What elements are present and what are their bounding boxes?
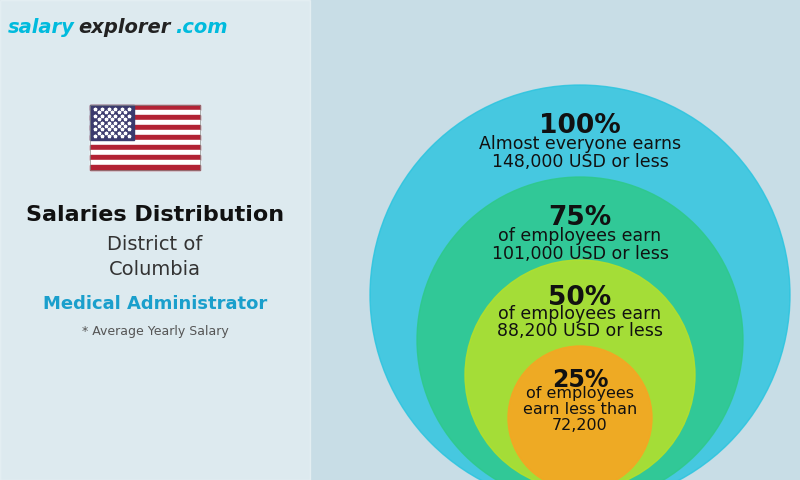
Text: Almost everyone earns: Almost everyone earns: [479, 135, 681, 153]
Text: 101,000 USD or less: 101,000 USD or less: [491, 245, 669, 263]
Bar: [90, 165, 200, 170]
Text: Salaries Distribution: Salaries Distribution: [26, 205, 284, 225]
Bar: [90, 105, 134, 140]
Text: earn less than: earn less than: [523, 402, 637, 417]
Bar: [90, 115, 200, 120]
Circle shape: [370, 85, 790, 480]
Text: of employees earn: of employees earn: [498, 305, 662, 323]
Bar: [90, 125, 200, 130]
Bar: [90, 105, 200, 110]
Bar: [90, 160, 200, 165]
Bar: [90, 135, 200, 140]
Bar: [90, 140, 200, 145]
Text: Medical Administrator: Medical Administrator: [43, 295, 267, 313]
Text: 50%: 50%: [548, 285, 612, 311]
Bar: [90, 105, 200, 170]
Bar: [0, 0, 310, 480]
Circle shape: [508, 346, 652, 480]
Text: of employees: of employees: [526, 386, 634, 401]
Circle shape: [417, 177, 743, 480]
Text: 88,200 USD or less: 88,200 USD or less: [497, 322, 663, 340]
Text: explorer: explorer: [78, 18, 170, 37]
Bar: [90, 130, 200, 135]
Bar: [90, 145, 200, 150]
Text: .com: .com: [175, 18, 228, 37]
Text: 72,200: 72,200: [552, 418, 608, 433]
Text: * Average Yearly Salary: * Average Yearly Salary: [82, 325, 228, 338]
Circle shape: [465, 260, 695, 480]
Text: 75%: 75%: [548, 205, 612, 231]
Text: District of
Columbia: District of Columbia: [107, 235, 202, 279]
Bar: [90, 150, 200, 155]
Bar: [90, 155, 200, 160]
Text: 25%: 25%: [552, 368, 608, 392]
Text: 148,000 USD or less: 148,000 USD or less: [491, 153, 669, 171]
Text: salary: salary: [8, 18, 75, 37]
Bar: [90, 120, 200, 125]
Bar: [90, 110, 200, 115]
Text: 100%: 100%: [539, 113, 621, 139]
Text: of employees earn: of employees earn: [498, 227, 662, 245]
